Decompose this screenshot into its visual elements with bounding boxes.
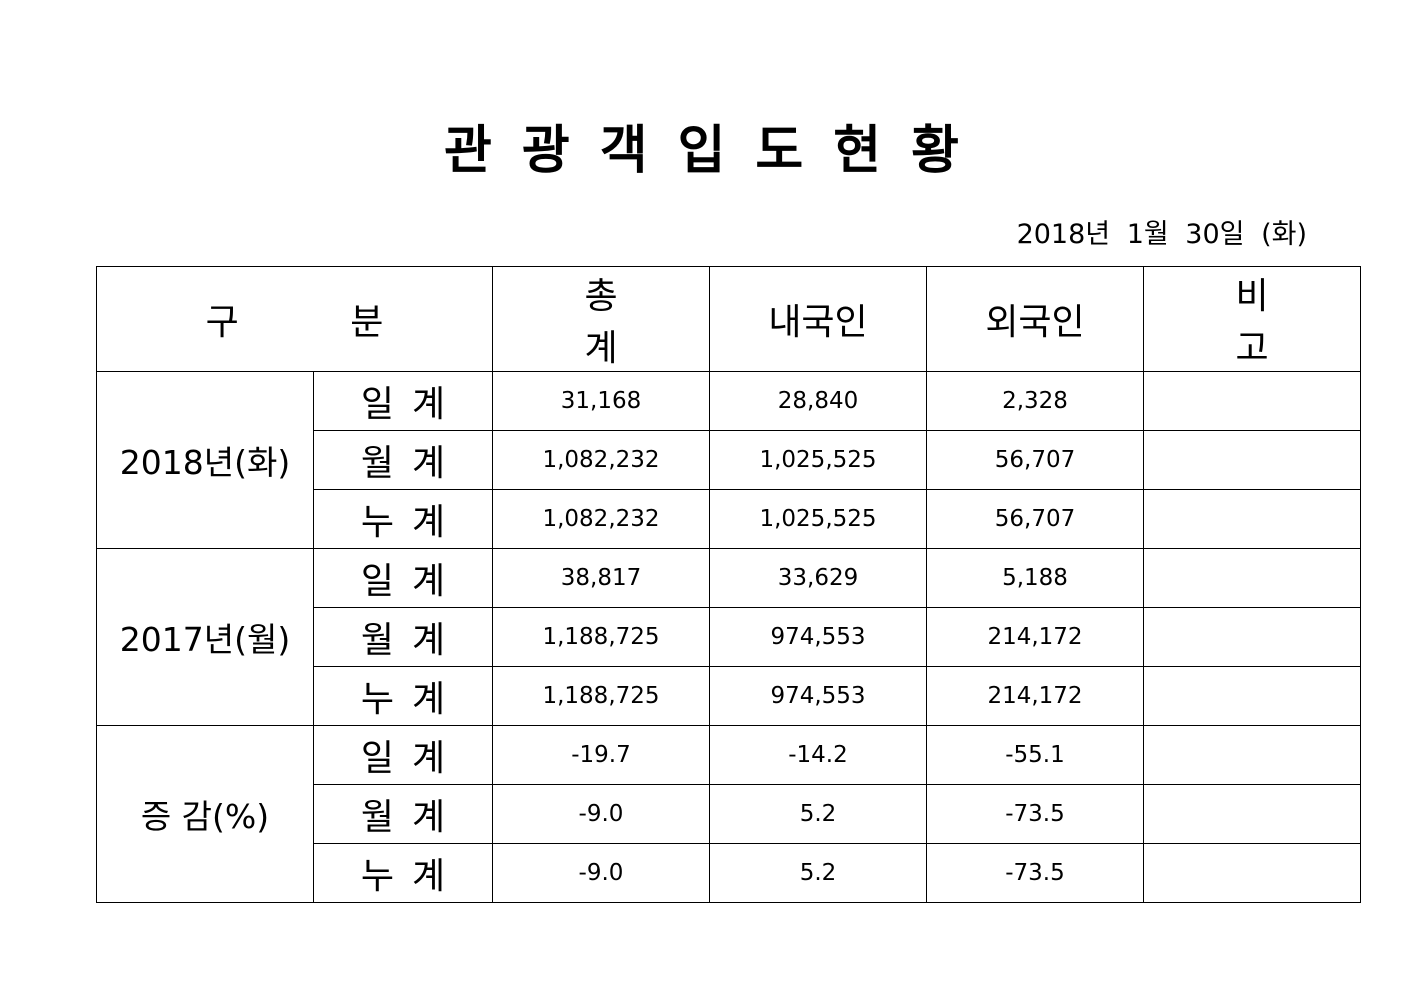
cell-domestic: -14.2: [709, 725, 927, 785]
header-total: 총 계: [492, 266, 710, 372]
cell-foreign: 5,188: [926, 548, 1144, 608]
row-type: 일계: [313, 725, 493, 785]
cell-foreign: 214,172: [926, 666, 1144, 726]
cell-foreign: 56,707: [926, 489, 1144, 549]
row-type: 누계: [313, 489, 493, 549]
row-type: 일계: [313, 371, 493, 431]
cell-domestic: 5.2: [709, 784, 927, 844]
table-row: 월계 -9.0 5.2 -73.5: [97, 784, 1361, 844]
header-category: 구 분: [96, 266, 493, 372]
row-type: 월계: [313, 784, 493, 844]
cell-foreign: -73.5: [926, 843, 1144, 903]
cell-domestic: 1,025,525: [709, 489, 927, 549]
header-note: 비 고: [1143, 266, 1361, 372]
row-type: 누계: [313, 666, 493, 726]
cell-domestic: 974,553: [709, 607, 927, 667]
cell-total: 31,168: [492, 371, 710, 431]
cell-domestic: 1,025,525: [709, 430, 927, 490]
cell-foreign: 2,328: [926, 371, 1144, 431]
table-row: 누계 1,082,232 1,025,525 56,707: [97, 489, 1361, 549]
cell-total: 38,817: [492, 548, 710, 608]
cell-total: 1,082,232: [492, 430, 710, 490]
cell-total: -9.0: [492, 784, 710, 844]
header-domestic: 내국인: [709, 266, 927, 372]
cell-foreign: 214,172: [926, 607, 1144, 667]
cell-domestic: 974,553: [709, 666, 927, 726]
table-row: 증 감(%) 일계 -19.7 -14.2 -55.1: [96, 725, 1361, 903]
cell-note: [1143, 548, 1361, 608]
table-row: 2018년(화) 일계 31,168 28,840 2,328: [96, 371, 1361, 549]
row-type: 월계: [313, 607, 493, 667]
cell-domestic: 28,840: [709, 371, 927, 431]
cell-note: [1143, 371, 1361, 431]
cell-domestic: 33,629: [709, 548, 927, 608]
page-title: 관광객입도현황: [444, 121, 989, 181]
report-date: 2018년 1월 30일 (화): [1016, 219, 1307, 250]
cell-note: [1143, 607, 1361, 667]
cell-foreign: 56,707: [926, 430, 1144, 490]
cell-domestic: 5.2: [709, 843, 927, 903]
row-type: 누계: [313, 843, 493, 903]
cell-note: [1143, 843, 1361, 903]
cell-note: [1143, 666, 1361, 726]
table-row: 누계 -9.0 5.2 -73.5: [97, 843, 1361, 903]
group-label: 2017년(월): [96, 548, 314, 726]
header-foreign: 외국인: [926, 266, 1144, 372]
table-row: 2017년(월) 일계 38,817 33,629 5,188: [96, 548, 1361, 726]
cell-total: 1,082,232: [492, 489, 710, 549]
group-label: 증 감(%): [96, 725, 314, 903]
group-label: 2018년(화): [96, 371, 314, 549]
cell-total: -19.7: [492, 725, 710, 785]
cell-note: [1143, 725, 1361, 785]
cell-foreign: -55.1: [926, 725, 1144, 785]
cell-note: [1143, 489, 1361, 549]
cell-total: -9.0: [492, 843, 710, 903]
cell-total: 1,188,725: [492, 666, 710, 726]
cell-note: [1143, 784, 1361, 844]
tourist-arrivals-table: 구 분 총 계 내국인 외국인 비 고 2018년(화) 일계 31,168 28,8…: [96, 266, 1361, 903]
header-row: 구 분 총 계 내국인 외국인 비 고: [96, 266, 1361, 372]
cell-foreign: -73.5: [926, 784, 1144, 844]
cell-note: [1143, 430, 1361, 490]
table-row: 누계 1,188,725 974,553 214,172: [97, 666, 1361, 726]
cell-total: 1,188,725: [492, 607, 710, 667]
table-row: 월계 1,188,725 974,553 214,172: [97, 607, 1361, 667]
row-type: 일계: [313, 548, 493, 608]
row-type: 월계: [313, 430, 493, 490]
